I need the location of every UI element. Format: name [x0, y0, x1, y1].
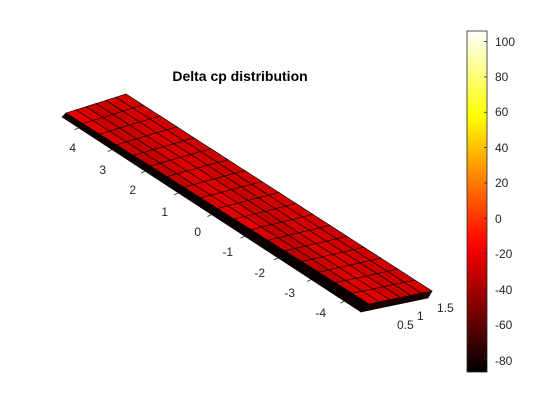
y-tick	[141, 171, 145, 173]
x-tick-label: 1	[417, 309, 424, 323]
y-tick	[307, 280, 311, 282]
colorbar-tick-label: -60	[495, 318, 512, 332]
y-tick	[274, 258, 278, 260]
colorbar-tick-label: 40	[495, 141, 508, 155]
y-tick-label: 1	[128, 205, 168, 219]
y-tick-label: -1	[193, 245, 233, 259]
x-tick-label: 0.5	[397, 318, 414, 332]
x-tick-label: 1.5	[437, 301, 454, 315]
y-tick-label: 0	[161, 225, 201, 239]
colorbar-tick-label: -80	[495, 354, 512, 368]
colorbar-tick-label: 20	[495, 176, 508, 190]
y-tick-label: 4	[36, 141, 76, 155]
y-tick	[340, 301, 344, 303]
y-tick	[208, 215, 212, 217]
chart-title: Delta cp distribution	[0, 68, 480, 84]
wing-underside	[62, 113, 369, 312]
colorbar-tick-label: 100	[495, 35, 515, 49]
colorbar-tick-label: 80	[495, 70, 508, 84]
y-tick-label: -3	[255, 286, 295, 300]
y-tick-label: 3	[66, 163, 106, 177]
y-tick	[241, 236, 245, 238]
colorbar-tick-label: -20	[495, 247, 512, 261]
y-tick	[75, 128, 79, 130]
y-tick	[108, 150, 112, 152]
y-tick	[174, 193, 178, 195]
y-tick-label: 2	[96, 183, 136, 197]
colorbar-tick-label: 0	[495, 212, 502, 226]
colorbar-tick-label: 60	[495, 105, 508, 119]
y-tick-label: -4	[286, 306, 326, 320]
y-tick-label: -2	[225, 266, 265, 280]
colorbar-tick-label: -40	[495, 283, 512, 297]
